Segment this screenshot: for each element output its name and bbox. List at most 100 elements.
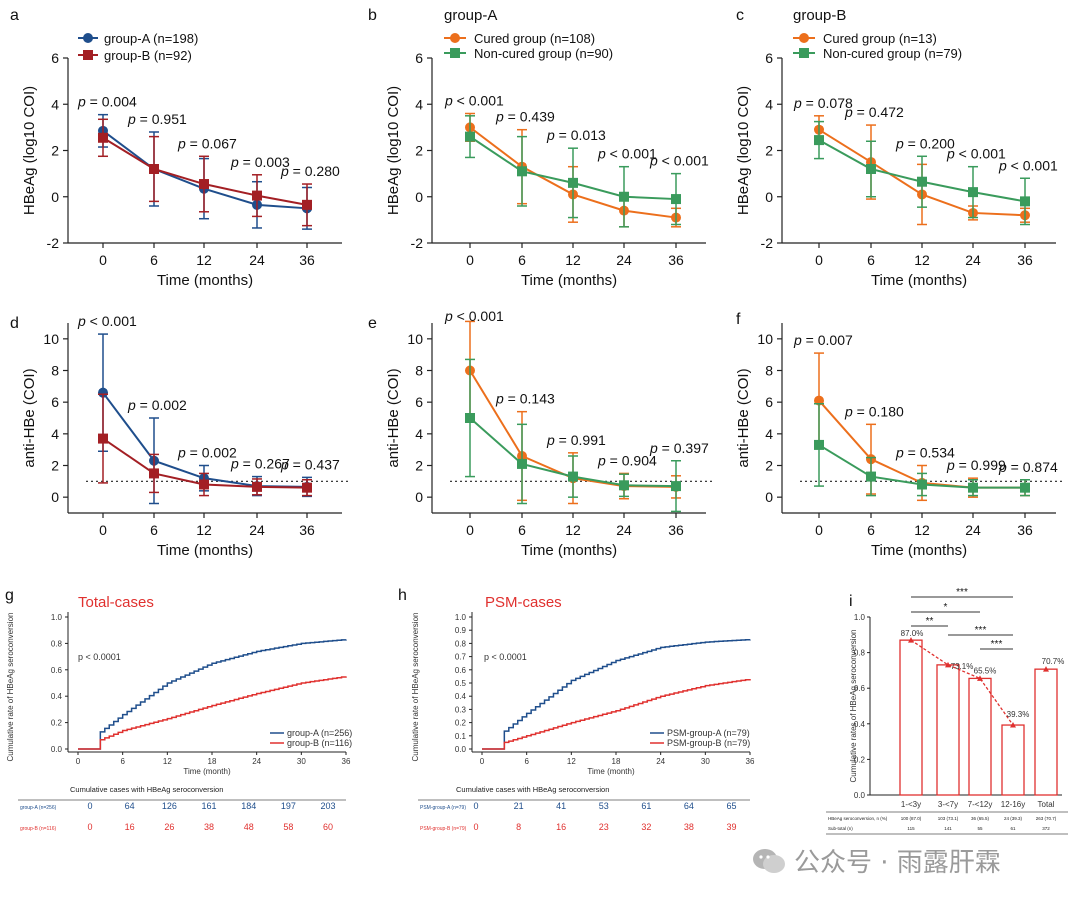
y-tick-label: 0 <box>765 189 773 205</box>
significance-label: ** <box>926 616 934 627</box>
p-number: = 0.874 <box>1007 459 1058 475</box>
x-tick-label: 36 <box>1017 252 1033 268</box>
y-tick-label: 4 <box>51 96 59 112</box>
data-label: 39.3% <box>1007 710 1030 719</box>
watermark-text: 公众号 · 雨露肝霖 <box>794 848 1001 878</box>
x-axis-title: Time (months) <box>871 542 967 559</box>
y-tick-label: 0.6 <box>854 684 866 693</box>
x-axis-title: Time (months) <box>157 542 253 559</box>
x-tick-label: 36 <box>746 757 755 766</box>
x-tick-label: 6 <box>518 252 526 268</box>
y-tick-label: 2 <box>415 143 423 159</box>
series-2 <box>814 403 1030 497</box>
p-value: p < 0.001 <box>597 146 657 162</box>
data-point <box>945 661 951 668</box>
significance-label: *** <box>991 639 1003 650</box>
table-cell: 65 <box>726 801 736 811</box>
p-symbol: p <box>230 154 239 170</box>
table-cell: 16 <box>125 822 135 832</box>
legend-label: group-B (n=116) <box>287 738 352 748</box>
data-label: 87.0% <box>901 629 924 638</box>
x-tick-label: 24 <box>965 522 981 538</box>
p-value: p = 0.874 <box>998 459 1058 475</box>
p-symbol: p <box>998 157 1007 173</box>
legend-marker <box>450 48 460 58</box>
y-tick-label: 4 <box>415 96 423 112</box>
p-number: = 0.397 <box>658 440 709 456</box>
table-cell: 0 <box>473 822 478 832</box>
y-tick-label: 0.0 <box>51 745 63 754</box>
p-symbol: p <box>444 308 453 324</box>
table-cell: 36 (65.5) <box>971 816 990 821</box>
data-point <box>199 479 209 490</box>
data-point <box>302 482 312 493</box>
table-cell: 64 <box>125 801 135 811</box>
bar <box>899 639 923 796</box>
x-tick-label: 0 <box>99 522 107 538</box>
table-cell: 8 <box>516 822 521 832</box>
km-curve <box>482 678 751 750</box>
p-symbol: p <box>495 109 504 125</box>
p-symbol: p <box>649 153 658 169</box>
table-cell: 23 <box>599 822 609 832</box>
y-axis-title: Cumulative rates of HBeAg seroconversion <box>849 630 858 783</box>
y-tick-label: 10 <box>757 331 773 347</box>
x-tick-label: 24 <box>249 522 265 538</box>
legend-label: Non-cured group (n=79) <box>823 46 962 61</box>
p-value: p < 0.001 <box>946 146 1006 162</box>
x-tick-label: 6 <box>150 522 158 538</box>
x-tick-label: 6 <box>120 757 125 766</box>
p-number: < 0.001 <box>606 146 657 162</box>
p-symbol: p <box>444 93 453 109</box>
p-number: < 0.001 <box>1007 157 1058 173</box>
p-value: p = 0.397 <box>649 440 709 456</box>
p-symbol: p <box>895 135 904 151</box>
legend-label: Non-cured group (n=90) <box>474 46 613 61</box>
table-cell: 0 <box>87 822 92 832</box>
p-number: = 0.999 <box>955 457 1006 473</box>
p-value: p = 0.004 <box>77 94 137 110</box>
p-symbol: p <box>597 146 606 162</box>
table-row-label: group-A (n=256) <box>20 805 57 811</box>
y-tick-label: 1.0 <box>854 613 866 622</box>
table-cell: 55 <box>977 826 983 831</box>
y-tick-label: 0 <box>51 489 59 505</box>
p-value: p < 0.001 <box>649 153 709 169</box>
p-number: = 0.013 <box>555 127 606 143</box>
y-axis-title: HBeAg (log10 COI) <box>21 86 38 215</box>
p-number: = 0.180 <box>853 403 904 419</box>
table-cell: 16 <box>556 822 566 832</box>
bar <box>936 664 960 796</box>
y-tick-label: 4 <box>51 426 59 442</box>
panel-letter: e <box>368 315 377 332</box>
y-tick-label: 0.0 <box>455 745 467 754</box>
y-axis-title: anti-HBe (COI) <box>385 368 402 467</box>
y-tick-label: 0.7 <box>455 653 467 662</box>
p-number: = 0.003 <box>239 154 290 170</box>
p-value: p < 0.001 <box>998 157 1058 173</box>
x-tick-label: 24 <box>252 757 261 766</box>
x-tick-label: 6 <box>867 252 875 268</box>
panel-title: group-B <box>793 7 846 24</box>
x-tick-label: 36 <box>668 522 684 538</box>
p-number: < 0.001 <box>453 308 504 324</box>
p-symbol: p <box>649 440 658 456</box>
y-tick-label: 0.0 <box>854 791 866 800</box>
y-tick-label: 2 <box>415 458 423 474</box>
x-tick-label: 36 <box>668 252 684 268</box>
series-2 <box>98 393 312 497</box>
p-number: < 0.001 <box>453 93 504 109</box>
panel-title: group-A <box>444 7 497 24</box>
p-value: p = 0.999 <box>946 457 1006 473</box>
data-label: 65.5% <box>974 666 997 675</box>
x-tick-label: Total <box>1038 800 1055 809</box>
data-point <box>568 177 578 188</box>
bar <box>1001 724 1025 796</box>
x-tick-label: 18 <box>208 757 217 766</box>
y-tick-label: 0.5 <box>455 679 467 688</box>
p-number: = 0.280 <box>289 163 340 179</box>
series-1 <box>98 333 312 505</box>
significance-label: * <box>944 602 948 613</box>
